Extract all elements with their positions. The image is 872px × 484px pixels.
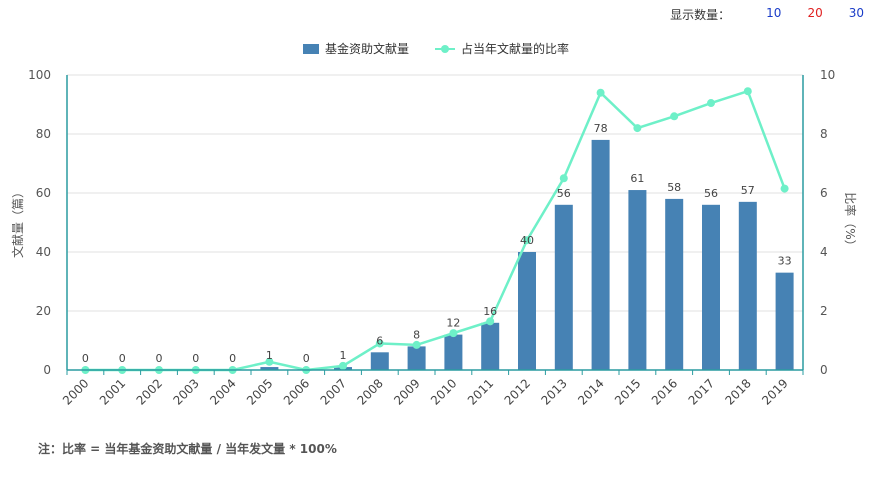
bar-value-label: 1 <box>340 349 347 362</box>
bar <box>481 322 500 370</box>
bar-value-label: 78 <box>594 122 608 135</box>
bar <box>407 346 426 370</box>
ratio-point <box>559 174 568 183</box>
legend-bar-swatch <box>302 43 319 54</box>
legend-line-label: 占当年文献量的比率 <box>461 42 570 56</box>
x-tick-label: 2005 <box>244 376 275 407</box>
ratio-point <box>265 357 274 366</box>
legend-item-line-series[interactable]: 占当年文献量的比率 <box>435 40 569 57</box>
y-tick-label: 80 <box>36 127 51 141</box>
bar-value-label: 57 <box>741 184 755 197</box>
bar <box>260 367 279 370</box>
legend-line-swatch <box>435 44 455 54</box>
bar-series <box>260 139 794 370</box>
bar-value-label: 61 <box>630 172 644 185</box>
x-tick-label: 2007 <box>318 376 349 407</box>
y2-tick-label: 4 <box>820 245 828 259</box>
x-tick-label: 2006 <box>281 376 312 407</box>
x-tick-label: 2014 <box>575 376 606 407</box>
bar-value-label: 0 <box>119 352 126 365</box>
y2-tick-label: 8 <box>820 127 828 141</box>
y-tick-label: 20 <box>36 304 51 318</box>
bar-value-label: 8 <box>413 328 420 341</box>
bar-value-label: 6 <box>376 334 383 347</box>
bar <box>665 198 684 370</box>
x-tick-label: 2015 <box>612 376 643 407</box>
chart-legend: 基金资助文献量 占当年文献量的比率 <box>0 40 872 57</box>
display-count-option-10[interactable]: 10 <box>766 6 782 20</box>
bar <box>702 204 720 370</box>
bar-value-label: 58 <box>667 181 681 194</box>
x-tick-label: 2016 <box>649 376 680 407</box>
bar-value-label: 16 <box>483 305 497 318</box>
bar <box>444 334 463 370</box>
display-count-option-30[interactable]: 30 <box>848 6 864 20</box>
ratio-point <box>670 112 679 121</box>
bar-value-label: 56 <box>557 187 571 200</box>
display-count-label: 显示数量： <box>670 8 731 22</box>
ratio-point <box>707 99 715 108</box>
y-tick-label: 0 <box>43 363 51 377</box>
y-axis-title: 文献量（篇） <box>10 186 25 258</box>
x-tick-label: 2004 <box>207 376 238 407</box>
y2-tick-label: 10 <box>820 68 835 82</box>
x-tick-label: 2003 <box>170 376 201 407</box>
bar <box>628 190 647 370</box>
y2-tick-label: 0 <box>820 363 828 377</box>
y2-axis-title: 比率（%） <box>843 192 858 251</box>
ratio-point <box>780 184 789 193</box>
x-tick-label: 2009 <box>391 376 422 407</box>
x-tick-label: 2001 <box>97 376 128 407</box>
bar-value-label: 1 <box>266 349 273 362</box>
bar-value-label: 0 <box>156 352 163 365</box>
display-count-option-20[interactable]: 20 <box>807 6 823 20</box>
ratio-point <box>339 361 347 370</box>
y-tick-label: 60 <box>36 186 51 200</box>
bar <box>738 201 757 370</box>
display-count-control: 显示数量： 10 20 30 <box>670 6 864 23</box>
x-tick-label: 2017 <box>686 376 717 407</box>
bar-value-label: 12 <box>446 317 460 330</box>
bar <box>775 272 794 370</box>
x-tick-label: 2013 <box>538 376 569 407</box>
x-tick-label: 2000 <box>60 376 91 407</box>
x-tick-label: 2002 <box>134 376 165 407</box>
x-tick-label: 2012 <box>502 376 533 407</box>
x-tick-label: 2010 <box>428 376 459 407</box>
bar <box>370 352 389 370</box>
bar <box>554 204 573 370</box>
ratio-point <box>743 87 752 96</box>
x-tick-label: 2011 <box>465 376 496 407</box>
footnote: 注：比率 = 当年基金资助文献量 / 当年发文量 * 100% <box>38 442 337 456</box>
x-tick-label: 2019 <box>759 376 790 407</box>
bar-value-label: 33 <box>778 255 792 268</box>
y2-tick-label: 2 <box>820 304 828 318</box>
x-tick-label: 2018 <box>722 376 753 407</box>
ratio-point <box>486 317 495 326</box>
bar <box>518 252 536 370</box>
bar <box>591 139 610 370</box>
y-tick-label: 100 <box>28 68 51 82</box>
ratio-point <box>412 340 421 349</box>
bar-value-label: 40 <box>520 234 534 247</box>
legend-bar-label: 基金资助文献量 <box>324 42 409 56</box>
bar-value-label: 0 <box>192 352 199 365</box>
ratio-point <box>523 236 531 245</box>
bar-value-label: 0 <box>303 352 310 365</box>
ratio-point <box>596 88 605 97</box>
y2-tick-label: 6 <box>820 186 828 200</box>
legend-item-bar-series[interactable]: 基金资助文献量 <box>302 40 409 57</box>
x-tick-label: 2008 <box>354 376 385 407</box>
ratio-point <box>375 339 384 348</box>
bar-value-label: 56 <box>704 187 718 200</box>
bar-value-label: 0 <box>82 352 89 365</box>
ratio-point <box>633 124 642 133</box>
ratio-point <box>449 329 458 338</box>
bar-value-label: 0 <box>229 352 236 365</box>
y-tick-label: 40 <box>36 245 51 259</box>
